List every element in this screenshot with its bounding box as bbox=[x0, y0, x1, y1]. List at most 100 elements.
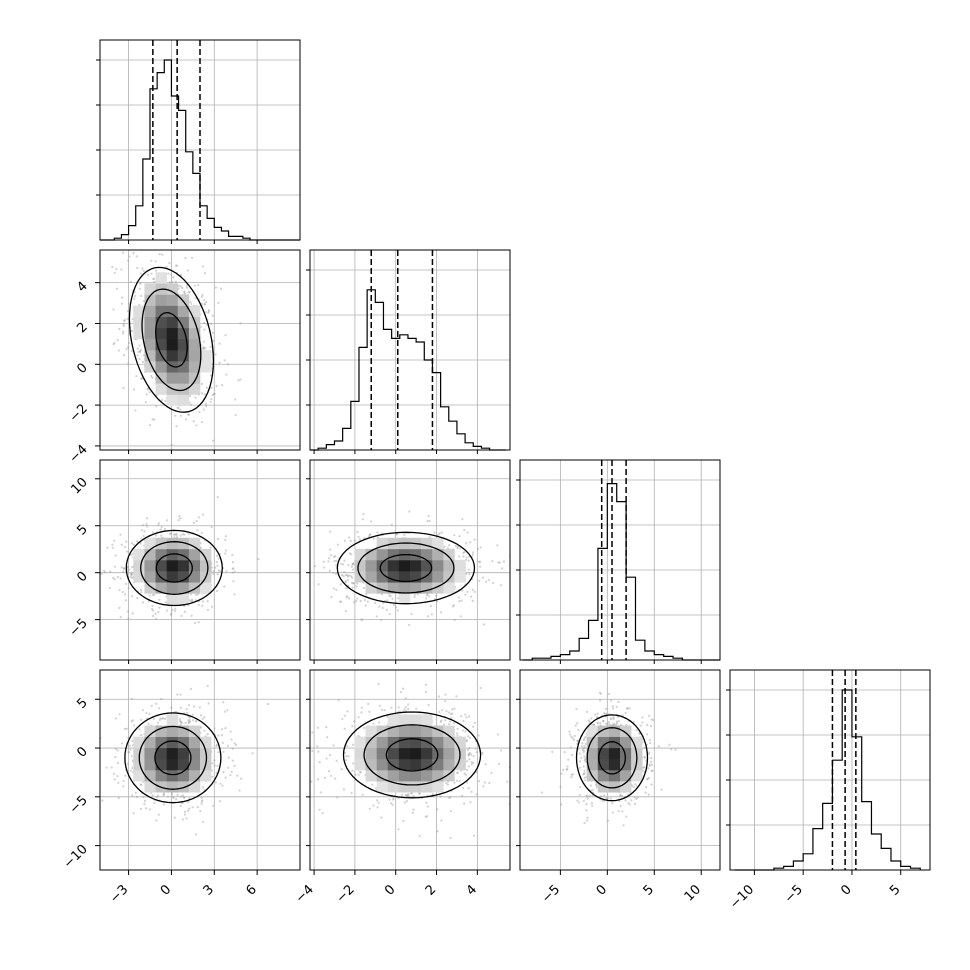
scatter-point bbox=[347, 578, 350, 582]
scatter-point bbox=[223, 585, 226, 588]
density-cell bbox=[133, 571, 145, 583]
scatter-point bbox=[92, 799, 94, 801]
scatter-point bbox=[475, 793, 478, 796]
scatter-point bbox=[227, 756, 230, 759]
scatter-point bbox=[240, 777, 243, 780]
scatter-point bbox=[198, 411, 201, 414]
scatter-point bbox=[405, 799, 409, 803]
scatter-point bbox=[214, 566, 217, 569]
scatter-point bbox=[650, 783, 653, 786]
density-cell bbox=[398, 714, 411, 726]
scatter-point bbox=[251, 752, 254, 755]
scatter-point bbox=[218, 361, 221, 364]
scatter-point bbox=[469, 541, 472, 544]
density-cell bbox=[443, 582, 455, 594]
density-cell bbox=[155, 305, 167, 317]
scatter-point bbox=[451, 712, 454, 715]
scatter-point bbox=[570, 753, 574, 757]
y-tick-label: 0 bbox=[74, 361, 90, 377]
scatter-point bbox=[217, 557, 220, 560]
scatter-point bbox=[602, 719, 605, 723]
scatter-point bbox=[358, 538, 361, 541]
scatter-point bbox=[195, 593, 198, 596]
contour-line bbox=[124, 712, 222, 804]
scatter-point bbox=[153, 802, 156, 805]
scatter-point bbox=[451, 708, 454, 711]
scatter-point bbox=[130, 574, 133, 577]
density-cell bbox=[387, 582, 400, 594]
scatter-point bbox=[224, 333, 227, 337]
density-cell bbox=[177, 747, 190, 760]
density-cell bbox=[144, 316, 156, 329]
scatter-point bbox=[583, 746, 586, 750]
density-cell bbox=[144, 327, 156, 340]
scatter-point bbox=[198, 706, 201, 709]
scatter-point bbox=[404, 706, 407, 709]
scatter-point bbox=[211, 314, 214, 317]
x-tick-label: 2 bbox=[423, 882, 439, 898]
x-tick-label: 5 bbox=[887, 882, 903, 898]
scatter-point bbox=[619, 794, 622, 797]
scatter-point bbox=[487, 578, 490, 582]
scatter-point bbox=[127, 750, 130, 754]
scatter-point bbox=[455, 732, 459, 735]
scatter-point bbox=[378, 605, 381, 608]
scatter-point bbox=[591, 804, 594, 807]
scatter-point bbox=[216, 496, 219, 499]
scatter-point bbox=[138, 287, 141, 290]
scatter-point bbox=[214, 781, 218, 784]
scatter-point bbox=[179, 720, 182, 723]
scatter-point bbox=[498, 561, 501, 564]
scatter-point bbox=[215, 554, 219, 557]
scatter-point bbox=[458, 780, 461, 783]
scatter-point bbox=[131, 576, 134, 579]
scatter-point bbox=[122, 354, 126, 357]
scatter-point bbox=[348, 552, 352, 555]
joint-panel-0-1 bbox=[99, 249, 301, 451]
scatter-point bbox=[140, 529, 143, 532]
scatter-point bbox=[398, 710, 402, 713]
density-cell bbox=[144, 571, 156, 583]
scatter-point bbox=[135, 540, 139, 543]
scatter-point bbox=[621, 714, 624, 717]
scatter-point bbox=[633, 796, 636, 799]
density-cell bbox=[133, 758, 145, 771]
scatter-point bbox=[418, 792, 421, 795]
scatter-point bbox=[584, 756, 587, 760]
density-cell bbox=[144, 283, 156, 295]
scatter-point bbox=[649, 724, 653, 728]
density-cell bbox=[376, 781, 389, 793]
scatter-point bbox=[583, 737, 586, 740]
density-cell bbox=[177, 316, 190, 329]
scatter-point bbox=[100, 572, 103, 576]
scatter-point bbox=[632, 786, 636, 789]
scatter-point bbox=[140, 591, 143, 594]
scatter-point bbox=[500, 567, 504, 570]
scatter-point bbox=[205, 386, 209, 389]
scatter-point bbox=[185, 286, 189, 289]
scatter-point bbox=[585, 819, 589, 822]
scatter-point bbox=[323, 776, 327, 779]
density-cell bbox=[177, 571, 190, 583]
scatter-point bbox=[583, 758, 587, 761]
scatter-point bbox=[563, 751, 566, 754]
scatter-point bbox=[217, 301, 220, 304]
scatter-point bbox=[139, 348, 143, 351]
scatter-point bbox=[566, 765, 569, 768]
scatter-point bbox=[636, 796, 639, 799]
scatter-point bbox=[464, 593, 467, 596]
scatter-point bbox=[348, 574, 351, 577]
scatter-point bbox=[435, 594, 438, 597]
density-cell bbox=[155, 582, 167, 594]
density-cell bbox=[144, 305, 156, 317]
scatter-point bbox=[114, 717, 117, 720]
scatter-point bbox=[595, 786, 599, 789]
scatter-point bbox=[456, 771, 459, 774]
scatter-point bbox=[127, 586, 130, 590]
scatter-point bbox=[203, 328, 206, 331]
scatter-point bbox=[458, 600, 461, 603]
scatter-point bbox=[376, 531, 379, 534]
scatter-point bbox=[136, 354, 139, 357]
scatter-point bbox=[123, 318, 126, 322]
scatter-point bbox=[609, 717, 612, 720]
